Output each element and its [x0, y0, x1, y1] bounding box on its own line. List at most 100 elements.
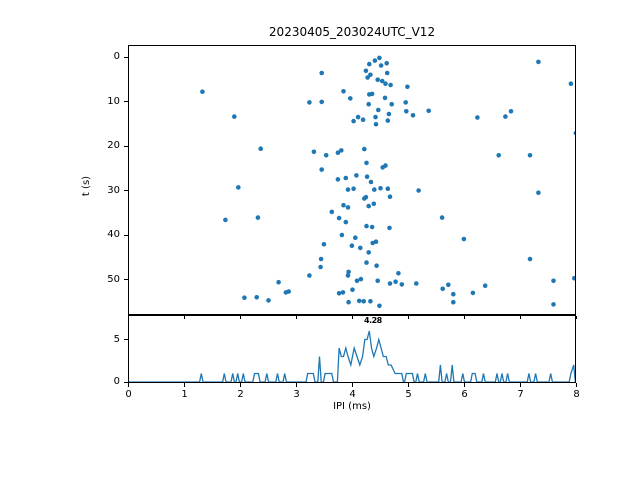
scatter-point — [307, 100, 312, 105]
scatter-point — [382, 95, 388, 101]
shared-x-tick-mark — [184, 316, 185, 319]
scatter-point — [255, 215, 261, 220]
figure-title: 20230405_203024UTC_V12 — [268, 25, 436, 39]
shared-x-tick-mark — [128, 316, 129, 319]
shared-x-tick-mark — [576, 316, 577, 319]
scatter-point — [369, 91, 375, 97]
y-tick-label: 10 — [107, 95, 120, 107]
scatter-point — [200, 89, 205, 94]
scatter-point — [361, 299, 366, 304]
y-tick-label: 5 — [113, 333, 120, 345]
scatter-point — [223, 217, 228, 223]
shared-x-tick-mark — [408, 316, 409, 319]
scatter-point — [379, 78, 385, 84]
scatter-point — [536, 190, 541, 195]
x-tick-label: 7 — [517, 389, 524, 400]
scatter-point — [475, 115, 480, 120]
scatter-point — [276, 279, 281, 285]
peak-ipi-annotation: 4.28 — [364, 316, 382, 325]
x-tick-label: 4 — [349, 389, 356, 400]
scatter-point — [367, 61, 372, 67]
scatter-point — [383, 81, 388, 86]
scatter-point — [364, 223, 369, 229]
scatter-point — [365, 75, 370, 80]
scatter-point — [353, 235, 358, 240]
x-tick-mark — [296, 383, 297, 387]
scatter-point — [551, 278, 556, 284]
scatter-point — [323, 153, 329, 158]
y-tick-mark — [124, 279, 128, 280]
scatter-point — [373, 121, 379, 127]
x-tick-mark — [184, 383, 185, 387]
scatter-point — [470, 290, 476, 296]
scatter-point — [387, 225, 392, 231]
scatter-point — [377, 303, 382, 309]
scatter-point — [378, 63, 384, 68]
scatter-point — [336, 291, 342, 296]
scatter-point — [387, 194, 393, 199]
scatter-point — [339, 232, 345, 238]
scatter-point — [410, 113, 416, 118]
scatter-point — [372, 58, 378, 63]
y-tick-mark — [124, 381, 128, 383]
scatter-point — [496, 153, 502, 158]
scatter-point — [404, 109, 409, 114]
scatter-point — [384, 70, 390, 76]
scatter-point — [354, 278, 360, 284]
y-tick-label: 40 — [107, 229, 120, 240]
scatter-point — [372, 187, 377, 192]
scatter-point — [346, 299, 351, 305]
x-tick-label: 5 — [405, 389, 412, 400]
scatter-point — [319, 167, 324, 172]
scatter-point — [364, 260, 369, 265]
scatter-point — [355, 114, 361, 120]
scatter-point — [349, 243, 355, 248]
scatter-point — [385, 118, 391, 123]
shared-x-tick-mark — [240, 316, 241, 319]
scatter-point — [386, 111, 392, 117]
y-tick-label: 20 — [107, 140, 120, 151]
scatter-point — [311, 149, 317, 155]
scatter-point — [319, 99, 324, 105]
scatter-points-canvas — [200, 55, 575, 309]
shared-x-tick-mark — [352, 316, 353, 319]
scatter-point — [373, 239, 379, 244]
scatter-point — [396, 271, 401, 276]
x-tick-mark — [240, 383, 241, 387]
scatter-point — [364, 174, 370, 179]
histogram-axes — [128, 315, 576, 383]
scatter-point — [375, 77, 380, 82]
scatter-point — [503, 114, 508, 119]
scatter-point — [439, 215, 445, 220]
scatter-point — [339, 148, 344, 153]
scatter-point — [389, 101, 395, 107]
scatter-point — [366, 250, 371, 255]
scatter-point — [232, 114, 237, 119]
scatter-point — [351, 118, 356, 124]
scatter-point — [358, 245, 363, 251]
scatter-point — [346, 269, 351, 275]
x-tick-mark — [408, 383, 409, 387]
scatter-point — [388, 82, 393, 88]
scatter-point — [384, 60, 389, 66]
scatter-point — [366, 203, 371, 209]
shared-x-tick-mark — [520, 316, 521, 319]
y-tick-mark — [124, 145, 128, 147]
y-tick-mark — [124, 234, 128, 236]
shared-x-tick-mark — [464, 316, 465, 319]
scatter-point — [387, 281, 393, 286]
scatter-point — [345, 205, 351, 210]
scatter-point — [341, 89, 346, 94]
x-tick-mark — [520, 383, 521, 387]
scatter-point — [440, 286, 446, 292]
scatter-point — [345, 273, 351, 278]
y-tick-label: 0 — [113, 51, 120, 62]
scatter-point — [426, 108, 432, 114]
x-tick-mark — [128, 383, 129, 387]
scatter-point — [375, 278, 380, 284]
histogram-line-canvas — [129, 330, 575, 382]
scatter-point — [572, 275, 575, 281]
scatter-point — [376, 107, 381, 113]
scatter-point — [336, 215, 342, 221]
scatter-point — [340, 290, 346, 295]
